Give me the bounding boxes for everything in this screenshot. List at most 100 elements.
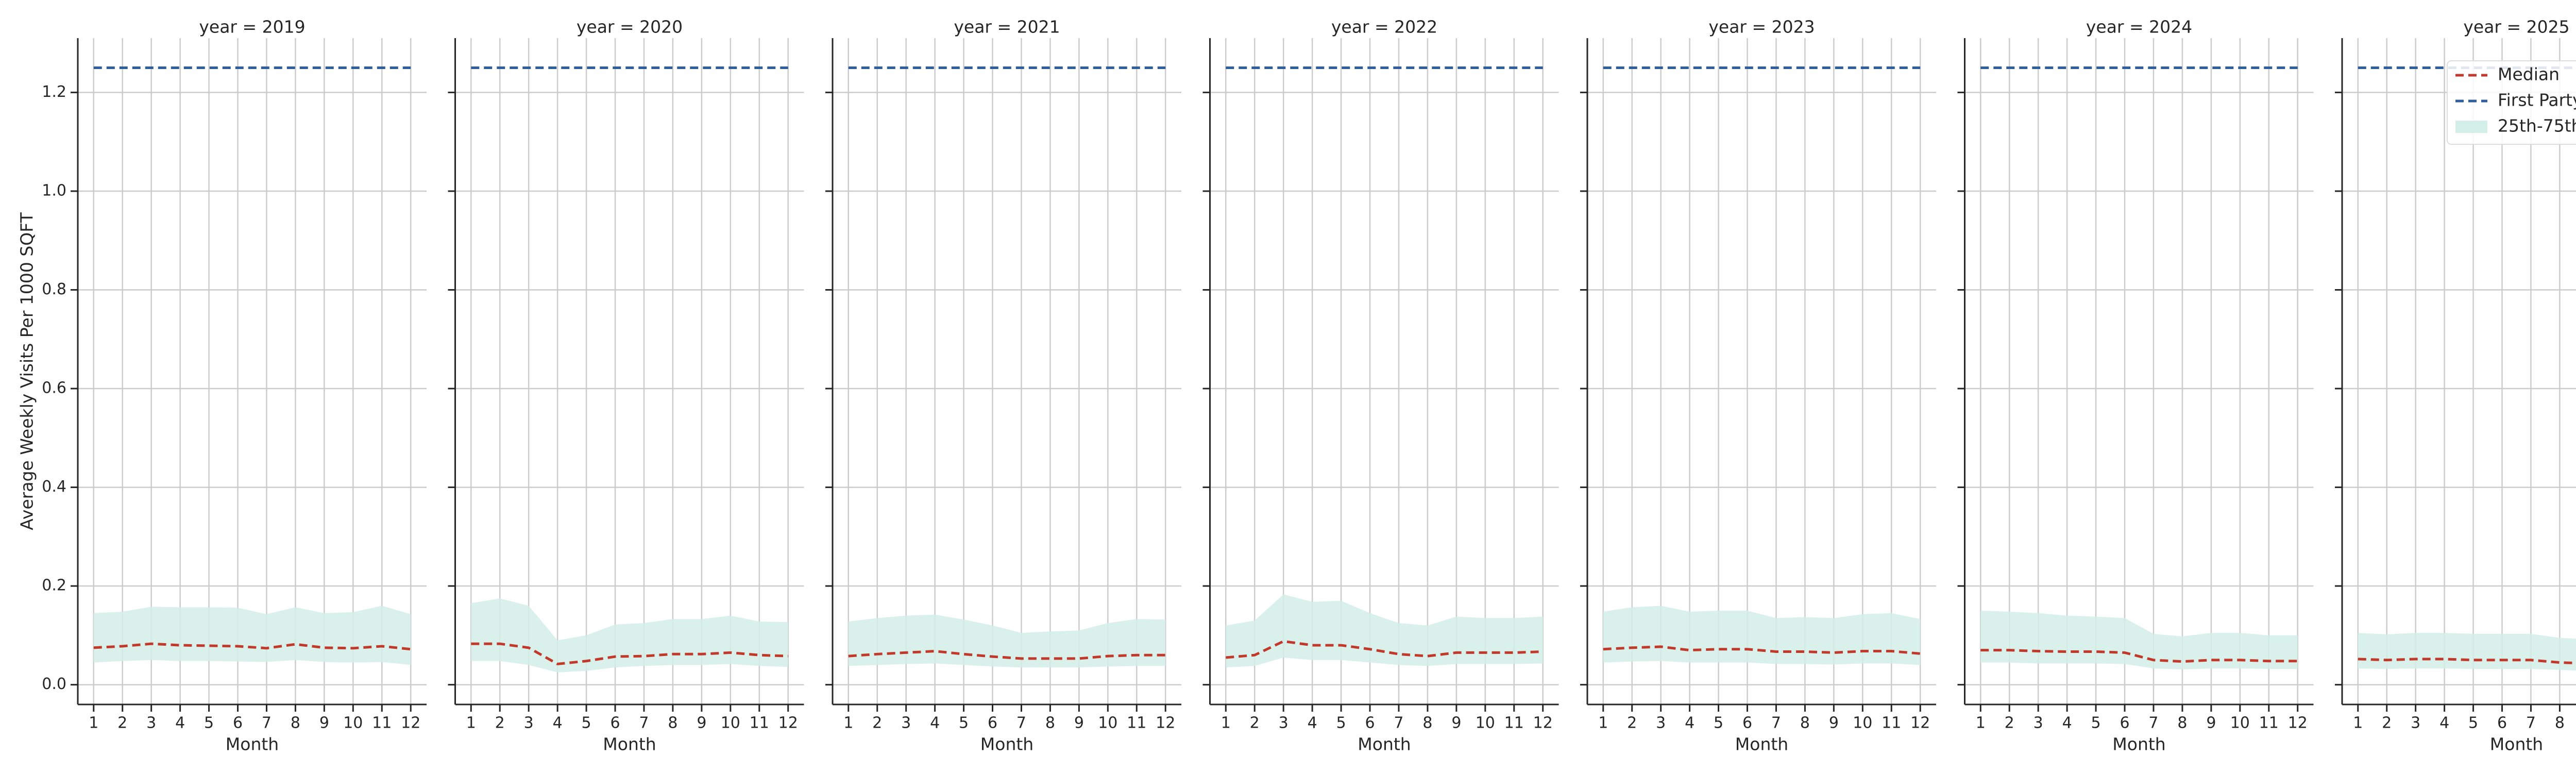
x-tick-label: 12 xyxy=(1910,714,1930,732)
x-tick-label: 8 xyxy=(2555,714,2565,732)
y-tick-label: 0.8 xyxy=(42,280,66,298)
x-tick-label: 3 xyxy=(1279,714,1289,732)
x-tick-label: 12 xyxy=(2288,714,2308,732)
series-line xyxy=(1980,649,2298,663)
x-tick-label: 2 xyxy=(117,714,127,732)
x-tick-label: 11 xyxy=(2259,714,2279,732)
x-tick-label: 3 xyxy=(2411,714,2420,732)
x-tick-label: 10 xyxy=(721,714,740,732)
x-tick-label: 10 xyxy=(1098,714,1117,732)
x-tick-label: 9 xyxy=(1829,714,1839,732)
x-tick-label: 6 xyxy=(233,714,243,732)
x-tick-label: 1 xyxy=(89,714,98,732)
x-tick-label: 7 xyxy=(2148,714,2158,732)
x-tick-label: 8 xyxy=(291,714,300,732)
x-tick-label: 7 xyxy=(1394,714,1403,732)
y-tick-label: 1.0 xyxy=(42,181,66,199)
x-tick-label: 12 xyxy=(1533,714,1553,732)
x-tick-label: 11 xyxy=(1882,714,1901,732)
x-tick-label: 6 xyxy=(1742,714,1752,732)
x-tick-label: 2 xyxy=(1627,714,1637,732)
x-tick-label: 11 xyxy=(1127,714,1146,732)
x-tick-label: 6 xyxy=(2120,714,2129,732)
series-line xyxy=(93,642,411,651)
x-tick-label: 1 xyxy=(1221,714,1231,732)
x-tick-label: 2 xyxy=(2382,714,2392,732)
x-tick-label: 10 xyxy=(2230,714,2250,732)
x-tick-label: 3 xyxy=(2033,714,2043,732)
x-tick-label: 8 xyxy=(1045,714,1055,732)
percentile-band xyxy=(848,614,1166,668)
x-tick-label: 8 xyxy=(1800,714,1810,732)
x-tick-label: 6 xyxy=(2497,714,2507,732)
legend-swatch xyxy=(2455,121,2487,133)
x-tick-label: 1 xyxy=(2353,714,2363,732)
y-axis-label: Average Weekly Visits Per 1000 SQFT xyxy=(17,212,37,530)
x-tick-label: 7 xyxy=(1771,714,1781,732)
facet-title: year = 2024 xyxy=(2086,17,2192,37)
percentile-band xyxy=(1226,594,1543,668)
x-tick-label: 3 xyxy=(146,714,156,732)
x-tick-label: 12 xyxy=(778,714,798,732)
x-tick-label: 9 xyxy=(697,714,706,732)
x-axis-label: Month xyxy=(980,734,1033,754)
x-tick-label: 1 xyxy=(1976,714,1986,732)
x-tick-label: 9 xyxy=(2206,714,2216,732)
x-tick-label: 9 xyxy=(1451,714,1461,732)
x-tick-label: 2 xyxy=(1250,714,1260,732)
x-tick-label: 1 xyxy=(843,714,853,732)
x-tick-label: 1 xyxy=(466,714,476,732)
x-tick-label: 7 xyxy=(262,714,272,732)
x-tick-label: 5 xyxy=(2468,714,2478,732)
y-tick-label: 0.4 xyxy=(42,478,66,496)
x-tick-label: 5 xyxy=(204,714,214,732)
percentile-band xyxy=(471,598,788,673)
x-tick-label: 4 xyxy=(1685,714,1694,732)
percentile-band xyxy=(93,606,411,665)
facet-title: year = 2021 xyxy=(954,17,1060,37)
facet-title: year = 2019 xyxy=(199,17,305,37)
x-tick-label: 2 xyxy=(495,714,505,732)
x-tick-label: 12 xyxy=(401,714,420,732)
y-tick-label: 0.0 xyxy=(42,675,66,693)
x-tick-label: 5 xyxy=(582,714,591,732)
series-line xyxy=(471,642,788,666)
legend-label: First Party Median xyxy=(2498,90,2576,110)
percentile-band xyxy=(2358,633,2576,671)
percentile-band xyxy=(1603,606,1921,665)
percentile-band xyxy=(1980,611,2298,669)
x-tick-label: 4 xyxy=(1308,714,1317,732)
x-tick-label: 6 xyxy=(610,714,620,732)
y-tick-label: 1.2 xyxy=(42,83,66,101)
x-tick-label: 3 xyxy=(524,714,534,732)
legend-label: Median xyxy=(2498,64,2560,85)
x-tick-label: 7 xyxy=(639,714,649,732)
x-tick-label: 8 xyxy=(2177,714,2187,732)
x-tick-label: 5 xyxy=(1714,714,1723,732)
x-tick-label: 6 xyxy=(988,714,997,732)
x-tick-label: 9 xyxy=(319,714,329,732)
x-tick-label: 5 xyxy=(1336,714,1346,732)
x-tick-label: 7 xyxy=(1016,714,1026,732)
x-tick-label: 4 xyxy=(2062,714,2072,732)
x-axis-label: Month xyxy=(226,734,279,754)
x-tick-label: 4 xyxy=(2439,714,2449,732)
x-tick-label: 2 xyxy=(2005,714,2014,732)
y-tick-label: 0.2 xyxy=(42,577,66,595)
x-tick-label: 10 xyxy=(1476,714,1495,732)
facet-title: year = 2020 xyxy=(577,17,683,37)
x-axis-label: Month xyxy=(1735,734,1788,754)
x-tick-label: 4 xyxy=(175,714,185,732)
facet-title: year = 2025 xyxy=(2463,17,2569,37)
x-axis-label: Month xyxy=(1358,734,1411,754)
x-tick-label: 9 xyxy=(1074,714,1084,732)
series-line xyxy=(848,650,1166,660)
series-line xyxy=(1603,645,1921,655)
x-tick-label: 8 xyxy=(1422,714,1432,732)
x-tick-label: 4 xyxy=(553,714,563,732)
x-tick-label: 8 xyxy=(668,714,677,732)
series-line xyxy=(1226,640,1543,659)
x-axis-label: Month xyxy=(2112,734,2165,754)
legend-label: 25th-75th Percentile xyxy=(2498,116,2576,136)
